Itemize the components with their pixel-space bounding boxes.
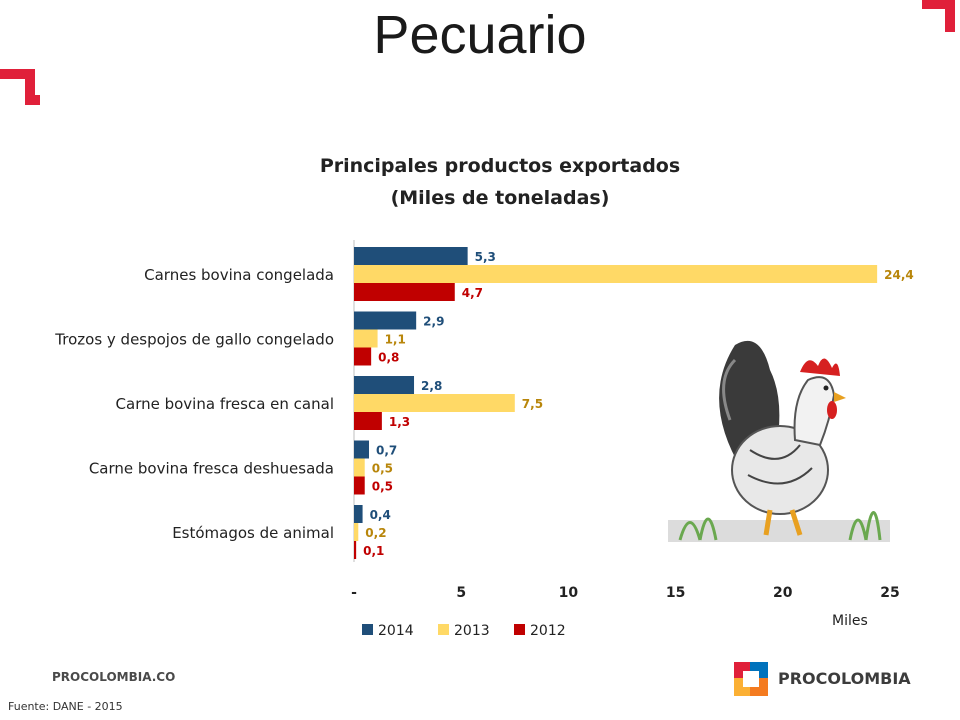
x-tick-label: 20 bbox=[773, 585, 793, 601]
data-label: 0,4 bbox=[370, 508, 391, 522]
category-label: Carnes bovina congelada bbox=[144, 266, 334, 284]
bar-2014 bbox=[354, 311, 417, 330]
legend-swatch bbox=[514, 624, 525, 635]
bar-2012 bbox=[354, 541, 357, 559]
brand-logo: PROCOLOMBIA bbox=[734, 662, 934, 696]
legend-label: 2012 bbox=[530, 623, 566, 639]
chart-title: Principales productos exportados (Miles … bbox=[240, 150, 760, 214]
bar-2012 bbox=[354, 412, 382, 430]
bar-2014 bbox=[354, 505, 363, 523]
bar-2014 bbox=[354, 440, 370, 459]
source-note: Fuente: DANE - 2015 bbox=[8, 700, 123, 713]
data-label: 4,7 bbox=[462, 286, 483, 300]
chart-title-line1: Principales productos exportados bbox=[319, 155, 681, 177]
corner-accent-left bbox=[0, 69, 40, 105]
chart-title-line2: (Miles de toneladas) bbox=[390, 187, 610, 209]
brand-logo-icon bbox=[734, 662, 768, 696]
data-label: 0,7 bbox=[376, 444, 397, 458]
bar-2014 bbox=[354, 247, 468, 265]
data-label: 2,8 bbox=[421, 379, 442, 393]
bar-2014 bbox=[354, 376, 415, 394]
x-tick-label: 5 bbox=[456, 585, 466, 601]
bar-2013 bbox=[354, 329, 378, 348]
category-label: Estómagos de animal bbox=[172, 524, 334, 542]
x-tick-label: 15 bbox=[666, 585, 685, 601]
page-title: Pecuario bbox=[373, 5, 587, 65]
legend-label: 2013 bbox=[454, 623, 490, 639]
legend-swatch bbox=[362, 624, 373, 635]
bar-2013 bbox=[354, 523, 359, 541]
data-label: 5,3 bbox=[475, 250, 496, 264]
bar-2012 bbox=[354, 476, 365, 495]
corner-accent-right bbox=[922, 0, 955, 32]
data-label: 0,1 bbox=[363, 544, 384, 558]
data-label: 0,5 bbox=[372, 462, 393, 476]
category-label: Carne bovina fresca deshuesada bbox=[89, 460, 334, 478]
bar-2012 bbox=[354, 347, 372, 366]
x-unit-label: Miles bbox=[832, 613, 868, 629]
data-label: 1,1 bbox=[385, 333, 406, 347]
data-label: 7,5 bbox=[522, 397, 543, 411]
category-label: Carne bovina fresca en canal bbox=[116, 395, 334, 413]
data-label: 0,5 bbox=[372, 480, 393, 494]
legend-label: 2014 bbox=[378, 623, 414, 639]
data-label: 0,2 bbox=[365, 526, 386, 540]
bar-2013 bbox=[354, 265, 878, 283]
footer-site: PROCOLOMBIA.CO bbox=[52, 670, 176, 684]
x-tick-label: - bbox=[351, 585, 357, 601]
category-label: Trozos y despojos de gallo congelado bbox=[54, 331, 334, 349]
x-tick-label: 25 bbox=[880, 585, 899, 601]
brand-name: PROCOLOMBIA bbox=[778, 669, 911, 688]
data-label: 24,4 bbox=[884, 268, 914, 282]
legend-swatch bbox=[438, 624, 449, 635]
rooster-illustration bbox=[668, 340, 890, 542]
bar-2012 bbox=[354, 283, 455, 301]
x-tick-label: 10 bbox=[559, 585, 579, 601]
data-label: 0,8 bbox=[378, 351, 399, 365]
bar-2013 bbox=[354, 458, 365, 477]
data-label: 2,9 bbox=[423, 315, 444, 329]
bar-2013 bbox=[354, 394, 515, 412]
data-label: 1,3 bbox=[389, 415, 410, 429]
